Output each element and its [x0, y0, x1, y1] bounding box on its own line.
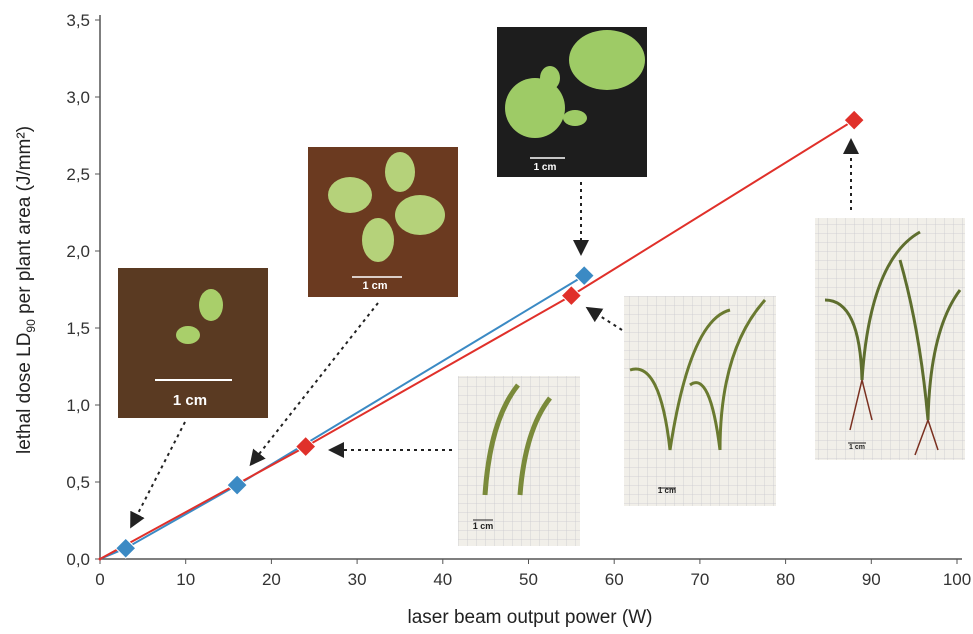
- scale-label: 1 cm: [362, 280, 387, 292]
- data-point: [294, 435, 317, 458]
- x-tick-label: 80: [776, 570, 795, 589]
- scale-label: 1 cm: [173, 392, 207, 409]
- x-tick-label: 0: [95, 570, 104, 589]
- x-axis-label: laser beam output power (W): [408, 607, 653, 628]
- data-point: [560, 284, 583, 307]
- photo: 1 cm: [497, 27, 647, 177]
- photo: 1 cm: [815, 218, 965, 460]
- photo: 1 cm: [624, 296, 776, 506]
- x-tick-label: 10: [176, 570, 195, 589]
- data-point: [573, 264, 595, 287]
- y-axis-label-part: per plant area (J/mm²): [14, 126, 35, 319]
- photo: 1 cm: [118, 268, 268, 418]
- x-tick-label: 30: [348, 570, 367, 589]
- y-tick-label: 3,0: [66, 88, 90, 107]
- x-tick-label: 60: [605, 570, 624, 589]
- y-axis-label: lethal dose LD90 per plant area (J/mm²): [14, 126, 38, 454]
- data-point: [226, 474, 248, 496]
- y-axis-label-part: lethal dose LD: [14, 333, 35, 454]
- x-tick-label: 20: [262, 570, 281, 589]
- x-tick-label: 70: [690, 570, 709, 589]
- y-tick-label: 3,5: [66, 11, 90, 30]
- y-tick-label: 0,5: [66, 473, 90, 492]
- x-tick-label: 50: [519, 570, 538, 589]
- scale-label: 1 cm: [534, 162, 557, 173]
- scale-label: 1 cm: [849, 444, 865, 451]
- data-point: [115, 537, 137, 559]
- x-tick-label: 40: [433, 570, 452, 589]
- photos: 1 cm 1 cm 1 cm 1 cm 1 cm 1 cm: [118, 27, 965, 546]
- series-line: [99, 274, 585, 560]
- data-point: [98, 557, 102, 561]
- y-tick-label: 1,0: [66, 396, 90, 415]
- x-tick-label: 100: [943, 570, 971, 589]
- y-axis-label-sub: 90: [24, 319, 38, 333]
- photo: 1 cm: [458, 376, 580, 546]
- scale-label: 1 cm: [473, 521, 494, 531]
- scale-label: 1 cm: [658, 486, 676, 495]
- series-line: [99, 119, 855, 560]
- arrows: [130, 138, 859, 529]
- photo: 1 cm: [308, 147, 458, 297]
- y-tick-label: 2,0: [66, 242, 90, 261]
- y-tick-label: 0,0: [66, 550, 90, 569]
- x-tick-label: 90: [862, 570, 881, 589]
- data-point: [843, 109, 865, 131]
- y-tick-label: 2,5: [66, 165, 90, 184]
- y-tick-label: 1,5: [66, 319, 90, 338]
